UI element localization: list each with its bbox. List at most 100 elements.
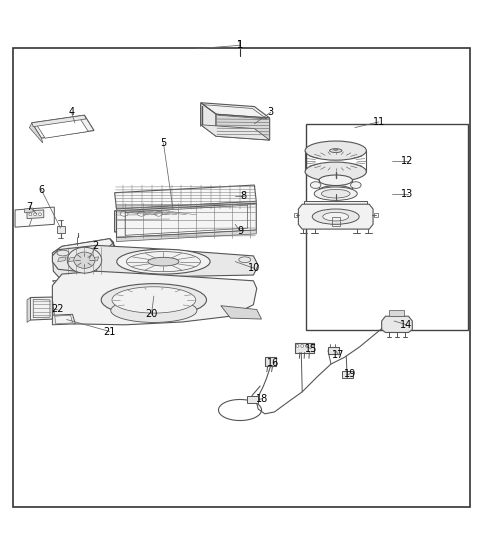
- Polygon shape: [115, 203, 170, 232]
- Polygon shape: [52, 271, 257, 325]
- Ellipse shape: [305, 141, 366, 160]
- Text: 17: 17: [333, 350, 345, 360]
- Ellipse shape: [323, 213, 348, 221]
- Ellipse shape: [334, 149, 338, 150]
- Polygon shape: [52, 246, 258, 277]
- Polygon shape: [55, 315, 72, 324]
- Ellipse shape: [239, 257, 251, 263]
- Ellipse shape: [148, 257, 179, 266]
- Ellipse shape: [319, 175, 352, 185]
- Ellipse shape: [311, 344, 313, 347]
- Ellipse shape: [138, 211, 145, 216]
- Ellipse shape: [155, 211, 162, 216]
- Text: 15: 15: [305, 344, 317, 354]
- Text: 3: 3: [267, 107, 274, 118]
- Polygon shape: [201, 125, 270, 140]
- Polygon shape: [27, 210, 44, 219]
- Ellipse shape: [311, 182, 321, 188]
- Ellipse shape: [117, 249, 210, 274]
- Polygon shape: [24, 208, 33, 213]
- Ellipse shape: [111, 299, 197, 322]
- Polygon shape: [382, 316, 412, 332]
- Ellipse shape: [319, 185, 352, 196]
- Polygon shape: [27, 298, 30, 322]
- Polygon shape: [111, 271, 128, 278]
- Polygon shape: [328, 347, 338, 354]
- Ellipse shape: [301, 344, 304, 347]
- Text: 9: 9: [237, 226, 243, 236]
- Polygon shape: [110, 238, 120, 277]
- Text: 22: 22: [51, 304, 63, 314]
- Polygon shape: [201, 103, 216, 136]
- Polygon shape: [30, 297, 52, 320]
- Ellipse shape: [34, 213, 36, 216]
- Text: 16: 16: [267, 358, 280, 368]
- Text: 19: 19: [344, 369, 356, 379]
- Text: 18: 18: [256, 394, 269, 404]
- Polygon shape: [115, 185, 256, 209]
- Text: 7: 7: [26, 201, 33, 211]
- Polygon shape: [32, 115, 94, 138]
- Polygon shape: [265, 357, 276, 366]
- Text: 2: 2: [92, 241, 98, 251]
- Polygon shape: [58, 257, 66, 262]
- Bar: [389, 310, 404, 316]
- Polygon shape: [32, 115, 86, 126]
- Text: 20: 20: [145, 309, 157, 319]
- Polygon shape: [117, 201, 256, 213]
- Ellipse shape: [312, 209, 359, 224]
- Polygon shape: [117, 230, 256, 242]
- Ellipse shape: [67, 247, 102, 273]
- Polygon shape: [115, 203, 201, 222]
- Polygon shape: [69, 257, 77, 262]
- Polygon shape: [52, 238, 120, 283]
- Ellipse shape: [112, 287, 196, 313]
- Polygon shape: [170, 203, 201, 236]
- Text: 5: 5: [160, 138, 167, 148]
- Text: 14: 14: [400, 320, 413, 330]
- Polygon shape: [216, 114, 270, 140]
- Polygon shape: [15, 207, 54, 227]
- Polygon shape: [299, 204, 373, 229]
- Ellipse shape: [296, 344, 299, 347]
- Text: 6: 6: [38, 185, 45, 195]
- Polygon shape: [90, 257, 99, 262]
- Ellipse shape: [57, 250, 69, 256]
- Ellipse shape: [306, 344, 309, 347]
- Polygon shape: [342, 371, 353, 379]
- Bar: [57, 226, 65, 233]
- Polygon shape: [52, 238, 114, 263]
- Ellipse shape: [74, 252, 95, 268]
- Text: 1: 1: [237, 40, 243, 50]
- Bar: [247, 396, 258, 404]
- Polygon shape: [295, 343, 314, 353]
- Text: 12: 12: [401, 156, 414, 166]
- Polygon shape: [201, 103, 270, 118]
- Ellipse shape: [350, 182, 361, 188]
- Ellipse shape: [38, 213, 41, 216]
- Bar: [294, 213, 298, 216]
- Text: 11: 11: [372, 117, 385, 127]
- Bar: [332, 217, 339, 226]
- Polygon shape: [52, 273, 128, 288]
- Text: 13: 13: [401, 189, 414, 199]
- Text: 10: 10: [248, 263, 261, 273]
- Polygon shape: [304, 201, 367, 205]
- Text: 21: 21: [104, 327, 116, 337]
- Ellipse shape: [329, 148, 342, 152]
- Polygon shape: [36, 118, 88, 138]
- Text: 1: 1: [237, 40, 243, 50]
- Ellipse shape: [305, 162, 366, 181]
- Polygon shape: [79, 257, 88, 262]
- Text: 8: 8: [241, 190, 247, 200]
- Polygon shape: [29, 123, 43, 143]
- Text: 4: 4: [69, 107, 74, 118]
- Polygon shape: [221, 306, 262, 319]
- Ellipse shape: [120, 211, 128, 216]
- Polygon shape: [117, 203, 256, 238]
- Ellipse shape: [29, 213, 32, 216]
- Bar: [306, 124, 468, 330]
- Ellipse shape: [322, 189, 350, 198]
- Ellipse shape: [314, 187, 357, 200]
- Ellipse shape: [101, 284, 206, 316]
